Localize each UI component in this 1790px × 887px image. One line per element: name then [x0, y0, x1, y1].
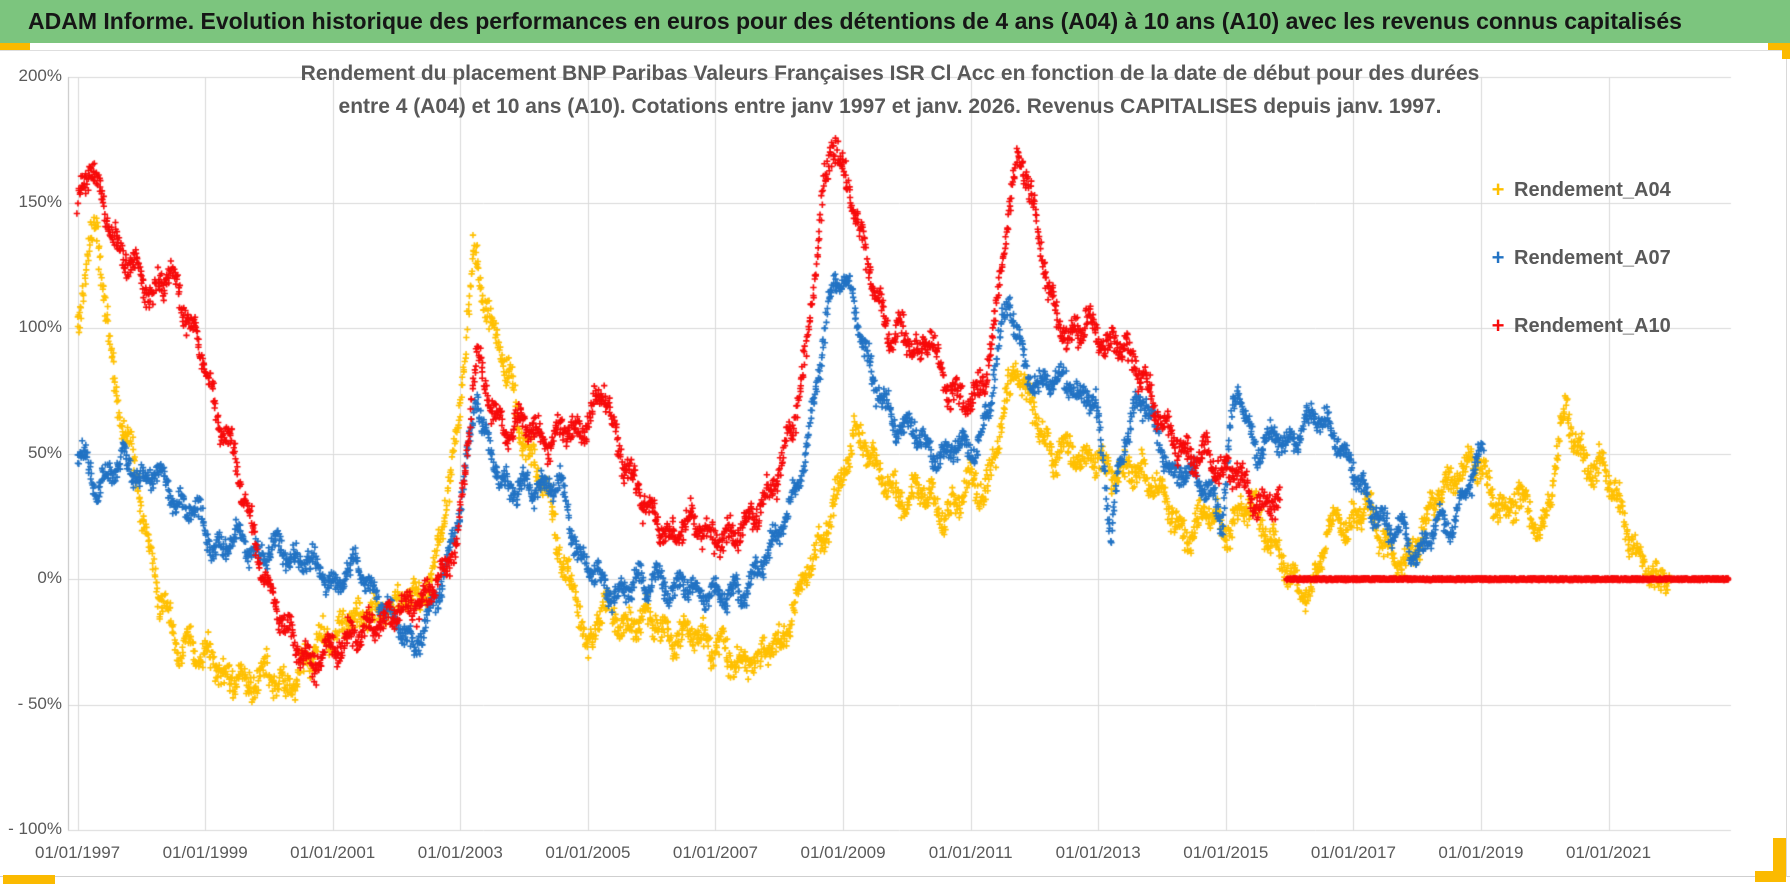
- y-axis-tick: - 50%: [17, 693, 62, 713]
- legend-label: Rendement_A07: [1514, 246, 1671, 269]
- x-axis-tick: 01/01/2005: [545, 843, 631, 862]
- x-axis-tick: 01/01/1997: [35, 843, 121, 862]
- plus-marker-icon: +: [1491, 313, 1505, 338]
- legend-label: Rendement_A04: [1514, 178, 1671, 201]
- chart-title-line1: Rendement du placement BNP Paribas Valeu…: [300, 62, 1480, 85]
- y-axis-tick: 50%: [27, 442, 62, 462]
- x-axis-tick: 01/01/2019: [1438, 843, 1524, 862]
- x-axis-tick: 01/01/2009: [800, 843, 886, 862]
- x-axis-tick: 01/01/2015: [1183, 843, 1269, 862]
- header-divider: [0, 50, 1790, 51]
- y-axis-tick: 0%: [37, 568, 62, 588]
- header-title: ADAM Informe. Evolution historique des p…: [28, 8, 1682, 34]
- plus-marker-icon: +: [1491, 177, 1505, 202]
- y-axis-tick: 100%: [18, 317, 62, 337]
- legend-label: Rendement_A10: [1514, 314, 1671, 337]
- plus-marker-icon: +: [1491, 245, 1505, 270]
- panel-right-border: [1786, 43, 1787, 877]
- x-axis-tick: 01/01/2007: [672, 843, 758, 862]
- x-axis-tick: 01/01/1999: [162, 843, 248, 862]
- legend-item-rendement_a07[interactable]: + Rendement_A07: [1488, 240, 1671, 276]
- x-axis-tick: 01/01/2013: [1055, 843, 1141, 862]
- y-axis-tick: - 100%: [8, 819, 62, 839]
- x-axis-tick: 01/01/2003: [417, 843, 503, 862]
- legend-item-rendement_a10[interactable]: + Rendement_A10: [1488, 308, 1671, 344]
- legend-item-rendement_a04[interactable]: + Rendement_A04: [1488, 172, 1671, 208]
- x-axis-tick: 01/01/2001: [290, 843, 376, 862]
- accent-bottom-left: [3, 875, 55, 884]
- y-axis-tick: 200%: [18, 66, 62, 85]
- x-axis-tick: 01/01/2017: [1310, 843, 1396, 862]
- chart-title-line2: entre 4 (A04) et 10 ans (A10). Cotations…: [338, 95, 1442, 118]
- accent-top-right-h: [1768, 43, 1790, 50]
- header-bar: ADAM Informe. Evolution historique des p…: [0, 0, 1790, 43]
- accent-top-right-v: [1782, 43, 1790, 59]
- accent-bottom-right-h: [1755, 871, 1786, 882]
- x-axis-tick: 01/01/2011: [928, 843, 1013, 862]
- x-axis-tick: 01/01/2021: [1565, 843, 1652, 862]
- y-axis-tick: 150%: [18, 191, 62, 211]
- accent-top-left: [0, 43, 30, 50]
- panel-bottom-border: [0, 876, 1790, 877]
